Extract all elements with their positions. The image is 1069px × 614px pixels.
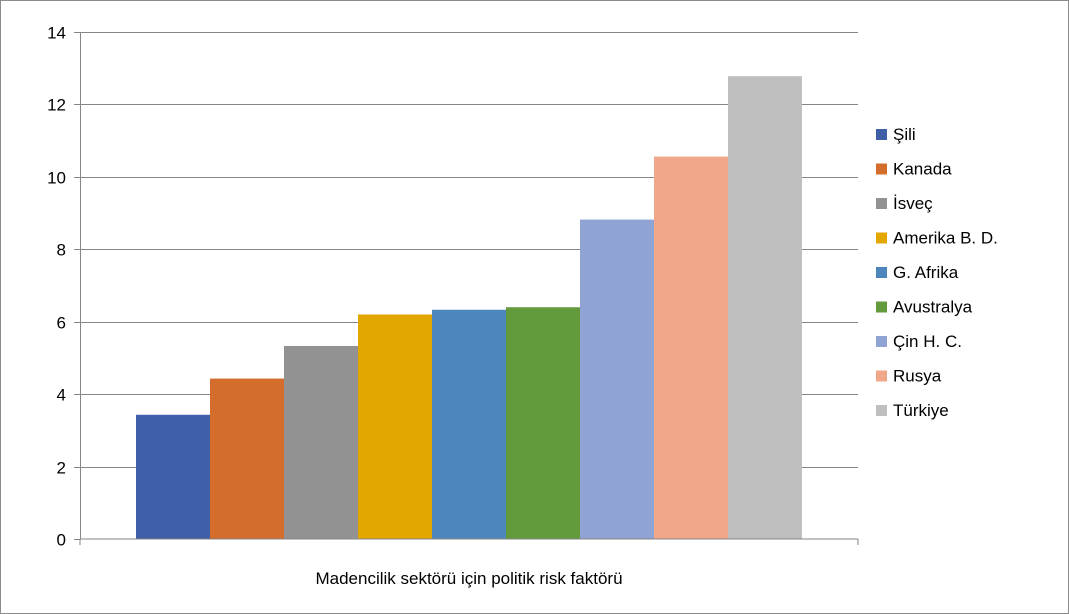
bar-7 [580, 219, 654, 539]
bar-3 [284, 345, 358, 539]
legend-label: İsveç [893, 194, 933, 213]
bar-5 [432, 309, 506, 539]
y-tick-label: 12 [47, 96, 66, 115]
x-axis: Madencilik sektörü için politik risk fak… [79, 538, 859, 588]
legend-label: Şili [893, 125, 916, 144]
y-tick-label: 10 [47, 169, 66, 188]
legend-label: Avustralya [893, 298, 973, 317]
legend-swatch [876, 301, 887, 313]
y-axis: 0 2 4 6 8 10 12 14 [47, 24, 81, 550]
legend-swatch [876, 198, 887, 209]
y-tick-label: 4 [57, 386, 66, 405]
legend: Şili Kanada İsveç Amerika B. D. G. Afrika Avu… [876, 125, 998, 420]
legend-swatch [876, 336, 887, 347]
bar-4 [358, 314, 432, 539]
y-tick-label: 6 [57, 314, 66, 333]
legend-label: Amerika B. D. [893, 229, 998, 248]
y-tick-label: 0 [57, 531, 66, 550]
bar-8 [654, 156, 728, 539]
legend-swatch [876, 370, 887, 382]
legend-swatch [876, 405, 887, 416]
legend-label: Türkiye [893, 401, 949, 420]
legend-label: Rusya [893, 367, 942, 386]
legend-swatch [876, 163, 887, 175]
y-tick-label: 8 [57, 241, 66, 260]
bar-9 [728, 76, 802, 539]
legend-label: G. Afrika [893, 263, 959, 282]
y-tick-label: 14 [47, 24, 66, 43]
legend-label: Çin H. C. [893, 332, 962, 351]
x-axis-label: Madencilik sektörü için politik risk fak… [315, 569, 622, 588]
bar-2 [210, 378, 284, 539]
y-tick-label: 2 [57, 459, 66, 478]
legend-swatch [876, 129, 887, 140]
bar-1 [136, 414, 210, 539]
legend-swatch [876, 267, 887, 278]
bars [136, 76, 802, 539]
bar-6 [506, 307, 580, 539]
legend-swatch [876, 232, 887, 244]
legend-label: Kanada [893, 160, 952, 179]
